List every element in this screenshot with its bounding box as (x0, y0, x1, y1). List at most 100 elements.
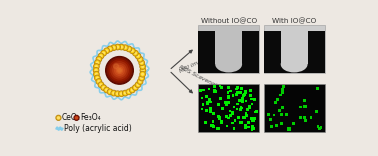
Point (207, 107, 213, 110)
Point (210, 125, 216, 128)
Point (236, 99, 242, 101)
Circle shape (94, 72, 99, 77)
Bar (263, 64, 325, 73)
Circle shape (96, 79, 102, 84)
Point (297, 105, 303, 108)
Bar (198, 64, 259, 73)
Circle shape (123, 46, 127, 50)
Point (239, 121, 245, 123)
Circle shape (109, 48, 111, 50)
Point (280, 106, 286, 109)
Point (314, 87, 321, 89)
Circle shape (74, 115, 79, 120)
Circle shape (96, 77, 98, 79)
Circle shape (136, 54, 140, 58)
Point (250, 125, 256, 128)
Circle shape (120, 46, 123, 49)
Circle shape (134, 86, 137, 89)
Circle shape (138, 80, 142, 83)
Circle shape (109, 60, 130, 81)
Circle shape (119, 44, 124, 50)
Point (234, 108, 240, 110)
Circle shape (98, 80, 100, 83)
Circle shape (116, 92, 119, 95)
Point (279, 122, 285, 125)
Bar (198, 25, 259, 73)
Point (199, 97, 205, 99)
Point (237, 108, 243, 111)
Circle shape (140, 76, 144, 80)
Circle shape (99, 83, 103, 87)
Point (313, 111, 319, 113)
Point (225, 96, 231, 99)
Point (240, 100, 246, 102)
Circle shape (140, 72, 145, 77)
Point (271, 114, 277, 116)
Circle shape (127, 47, 131, 51)
Point (210, 113, 216, 115)
Circle shape (128, 48, 130, 50)
Circle shape (57, 117, 59, 119)
Point (302, 119, 308, 122)
Point (217, 85, 223, 88)
Circle shape (108, 47, 112, 50)
Bar (263, 84, 325, 132)
Point (239, 87, 245, 90)
Point (301, 99, 307, 102)
Circle shape (95, 60, 100, 65)
Point (316, 127, 322, 129)
Circle shape (94, 69, 98, 72)
Circle shape (98, 82, 104, 87)
Circle shape (118, 69, 121, 72)
Circle shape (139, 81, 141, 82)
Circle shape (139, 58, 141, 61)
Point (235, 117, 242, 119)
Circle shape (101, 85, 106, 90)
Point (212, 85, 218, 87)
Circle shape (132, 50, 133, 51)
Circle shape (142, 73, 143, 75)
Circle shape (140, 64, 145, 69)
Point (233, 94, 239, 96)
Circle shape (95, 73, 98, 76)
Point (216, 103, 222, 106)
Circle shape (131, 88, 134, 91)
Circle shape (116, 46, 119, 49)
Point (224, 125, 230, 127)
Point (265, 113, 271, 115)
Point (206, 88, 212, 90)
Circle shape (102, 86, 105, 90)
Circle shape (98, 53, 104, 59)
Circle shape (96, 66, 97, 67)
Point (222, 101, 228, 104)
Point (219, 107, 225, 110)
Point (207, 98, 213, 100)
Circle shape (138, 79, 143, 84)
Point (231, 127, 237, 130)
Circle shape (102, 51, 105, 55)
Point (234, 88, 240, 90)
Text: Fe₃O₄: Fe₃O₄ (80, 113, 101, 122)
Circle shape (139, 80, 141, 83)
Point (214, 127, 220, 130)
Circle shape (75, 116, 78, 119)
Circle shape (126, 46, 132, 52)
Circle shape (135, 87, 136, 88)
Circle shape (108, 90, 112, 94)
Circle shape (124, 46, 127, 49)
Circle shape (117, 46, 118, 48)
Circle shape (136, 83, 139, 86)
Circle shape (120, 92, 123, 95)
Point (274, 99, 280, 101)
Text: Poly (acrylic acid): Poly (acrylic acid) (64, 124, 132, 133)
Circle shape (139, 58, 141, 60)
Circle shape (96, 62, 98, 63)
Point (204, 102, 211, 104)
Point (241, 94, 247, 97)
Circle shape (140, 68, 146, 73)
Circle shape (96, 73, 97, 75)
Circle shape (111, 90, 116, 96)
Circle shape (106, 50, 107, 51)
Point (226, 95, 232, 98)
Point (252, 98, 258, 101)
